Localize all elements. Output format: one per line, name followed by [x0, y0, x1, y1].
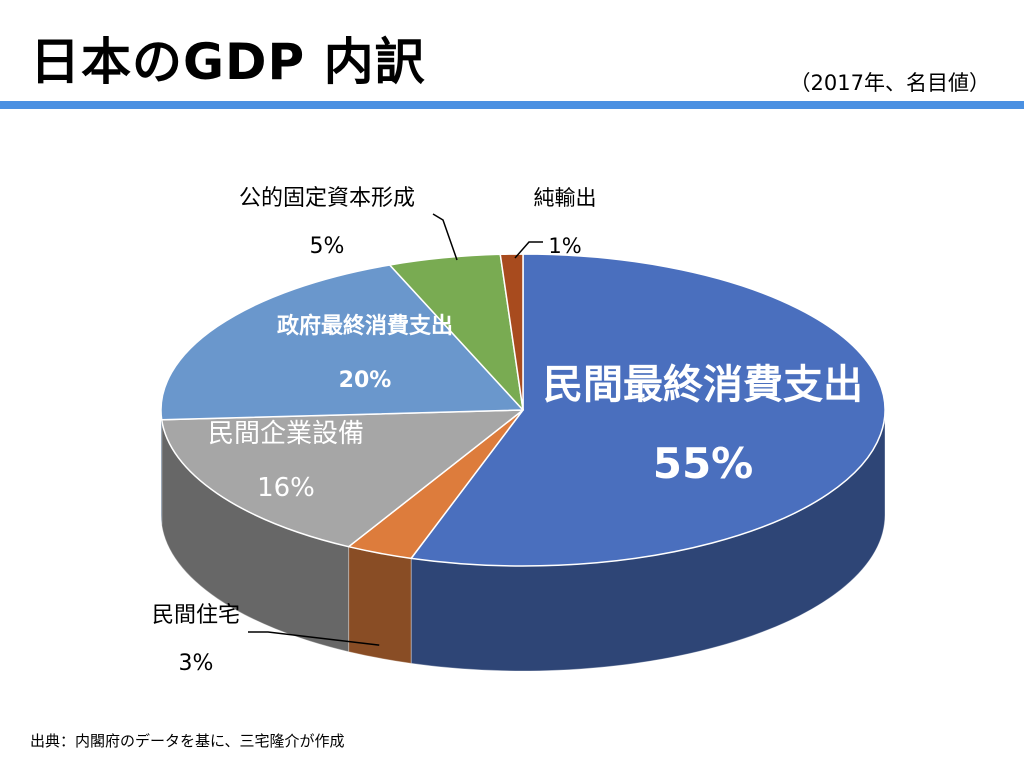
title-divider — [0, 101, 1024, 109]
slice-4-category-label: 政府最終消費支出 — [277, 313, 453, 339]
slice-3-category-label: 民間企業設備 — [208, 419, 364, 449]
slice-5-value-label: 5% — [310, 234, 345, 259]
slice-4-top — [160, 264, 524, 421]
page-subtitle: （2017年、名目値） — [789, 71, 990, 95]
source-note: 出典：内閣府のデータを基に、三宅隆介が作成 — [30, 732, 345, 750]
slice-3-top — [160, 409, 524, 548]
slice-2-category-label: 民間住宅 — [152, 603, 240, 628]
slice-6-value-label: 1% — [548, 234, 581, 258]
pie-labels: 民間最終消費支出 55% 民間住宅 3% 民間企業設備 16% 政府最終消費支出 20% 公的固… — [152, 186, 863, 676]
slice-1-value-label: 55% — [653, 439, 754, 488]
page-title: 日本のGDP 内訳 — [30, 33, 426, 91]
pie-slice-tops — [160, 253, 886, 567]
slice-2-side — [348, 546, 412, 664]
slice-6-category-label: 純輸出 — [534, 186, 597, 210]
leader-lines — [248, 213, 543, 646]
slice-2-value-label: 3% — [179, 651, 214, 676]
slice-4-value-label: 20% — [339, 368, 392, 393]
pie-slice-sides — [160, 409, 886, 672]
slice-1-top — [410, 253, 886, 567]
slice-1-category-label: 民間最終消費支出 — [543, 362, 863, 408]
slice-4-side — [160, 409, 163, 525]
slice-5-category-label: 公的固定資本形成 — [239, 186, 415, 211]
slice-3-value-label: 16% — [257, 473, 315, 503]
slice-6-top — [499, 253, 524, 411]
